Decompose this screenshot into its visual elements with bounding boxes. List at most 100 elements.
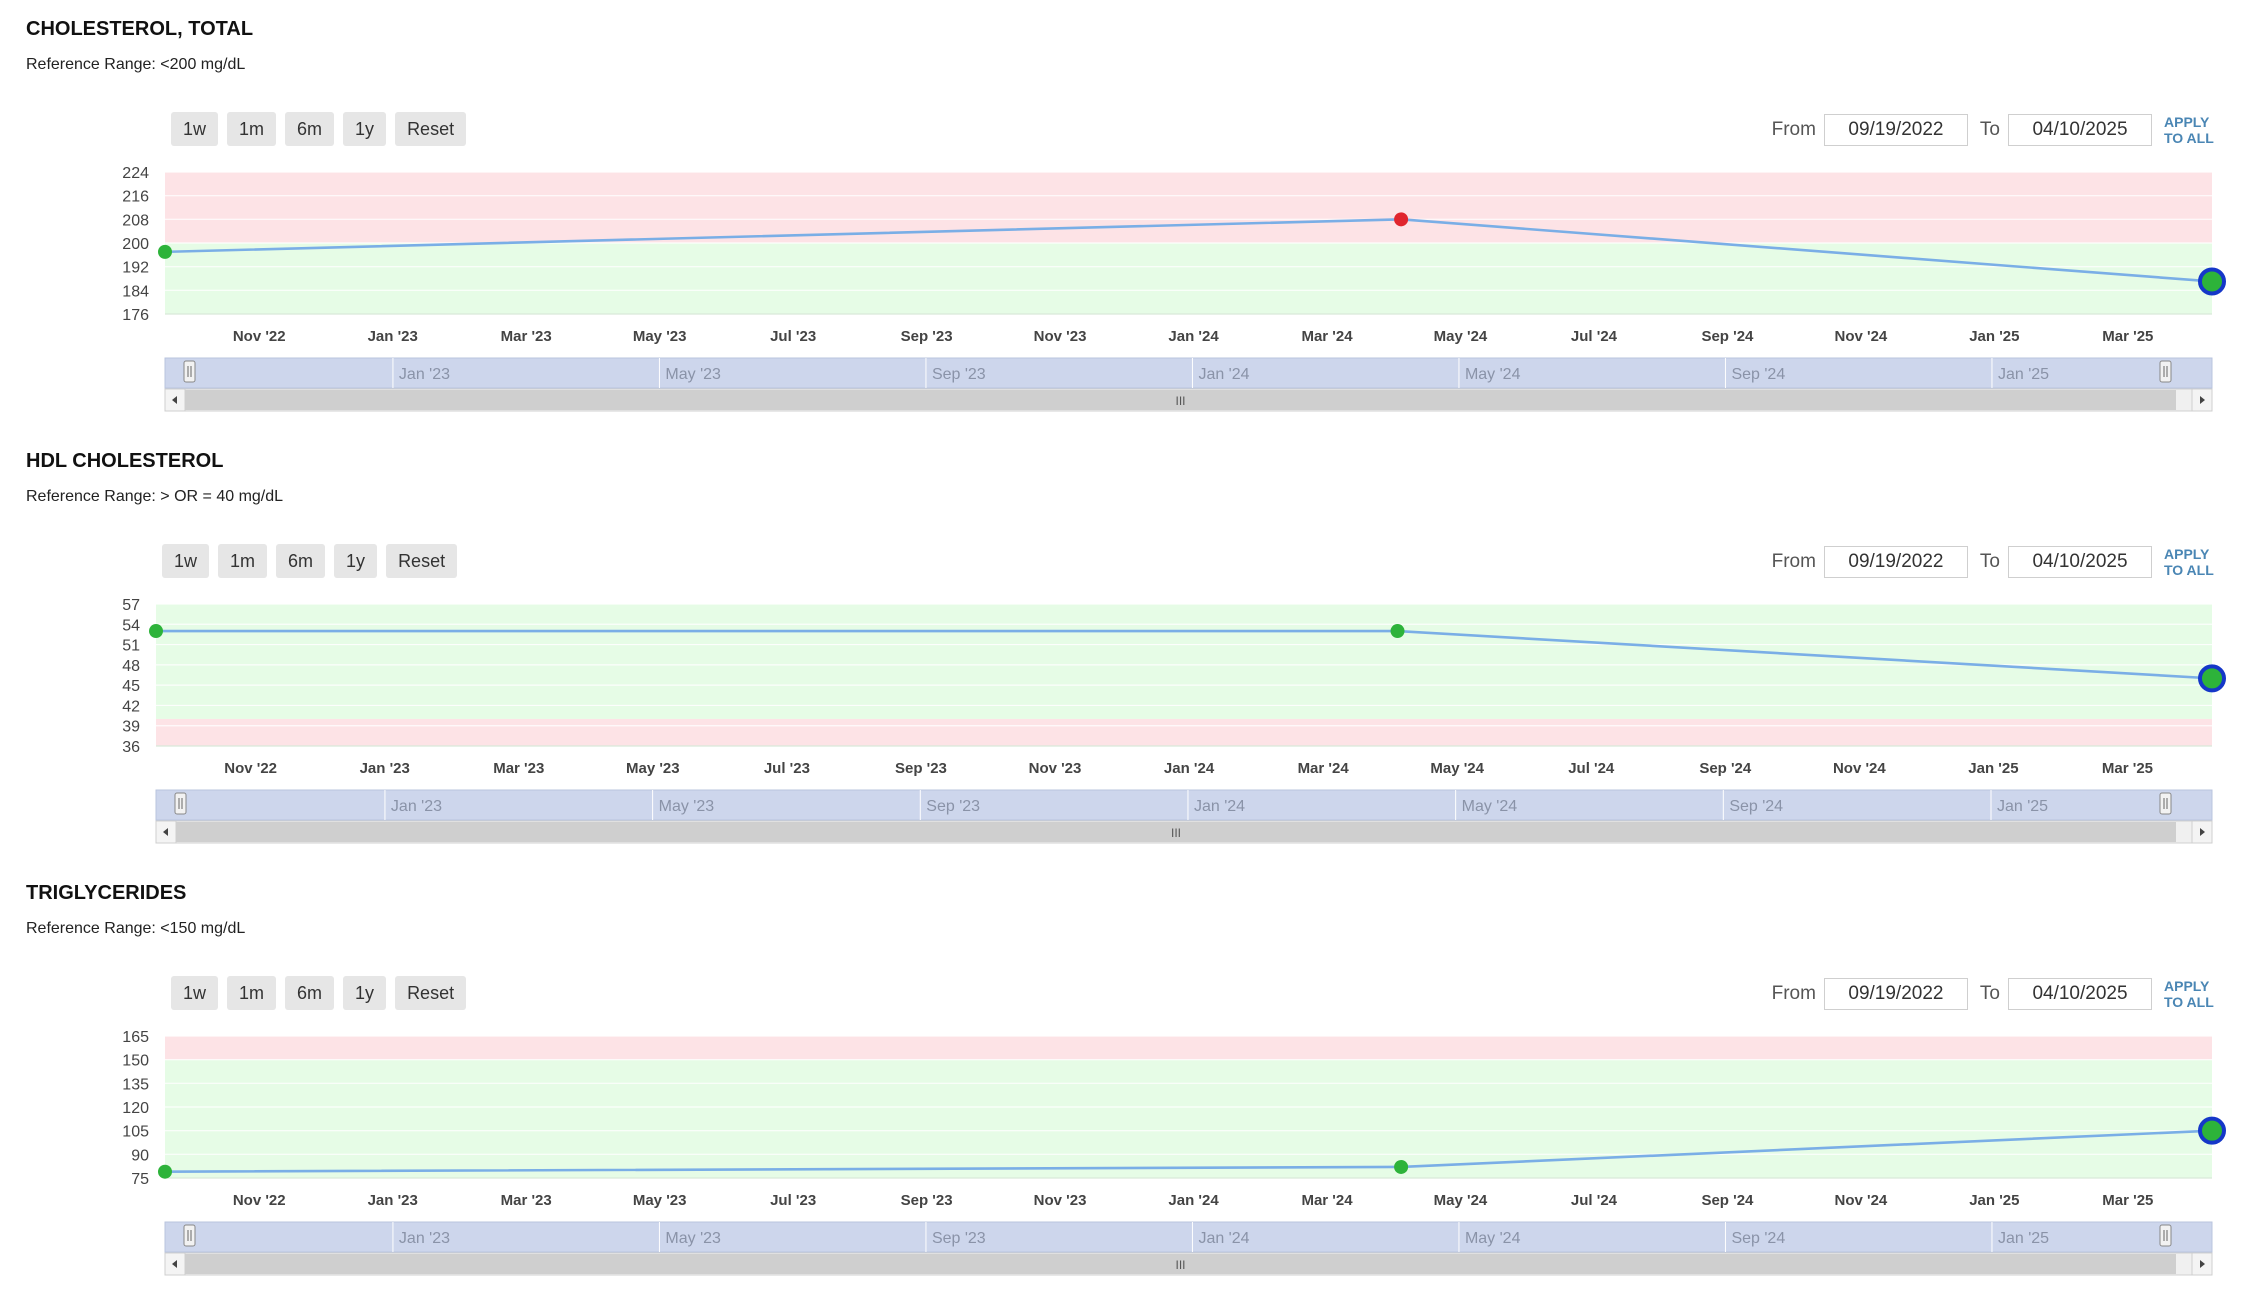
navigator-tick-label: Jan '23 — [391, 798, 442, 815]
y-tick-label: 165 — [122, 1029, 149, 1046]
x-tick-label: Mar '25 — [2102, 1192, 2153, 1209]
data-point[interactable] — [1394, 212, 1409, 227]
y-tick-label: 192 — [122, 260, 149, 277]
range-1m-button[interactable]: 1m — [227, 112, 277, 146]
range-buttons: 1w 1m 6m 1y Reset — [162, 544, 458, 578]
scrollbar-thumb[interactable] — [185, 1254, 2176, 1274]
normal-band — [165, 1059, 2212, 1178]
range-1w-button[interactable]: 1w — [171, 112, 219, 146]
navigator-tick-label: Sep '24 — [1731, 1230, 1785, 1247]
navigator-range[interactable] — [155, 789, 2213, 821]
cholesterol-total-panel: CHOLESTEROL, TOTAL Reference Range: <200 … — [0, 0, 2246, 430]
navigator-tick-label: May '24 — [1465, 1230, 1521, 1247]
y-tick-label: 184 — [122, 283, 149, 300]
navigator-left-handle[interactable] — [183, 1224, 196, 1247]
to-label: To — [1979, 983, 2000, 1004]
apply-label-line2: TO ALL — [2164, 562, 2214, 578]
apply-to-all-link[interactable]: APPLY TO ALL — [2164, 546, 2216, 578]
apply-to-all-link[interactable]: APPLY TO ALL — [2164, 114, 2216, 146]
x-tick-label: Sep '23 — [901, 1192, 953, 1209]
x-tick-label: Jan '23 — [360, 760, 410, 777]
range-1m-button[interactable]: 1m — [227, 976, 277, 1010]
x-tick-label: Jan '24 — [1168, 328, 1219, 345]
range-1m-button[interactable]: 1m — [218, 544, 268, 578]
x-tick-label: Jul '23 — [770, 1192, 816, 1209]
data-point[interactable] — [158, 1164, 172, 1179]
data-point[interactable] — [149, 624, 163, 639]
scrollbar-thumb[interactable] — [176, 822, 2176, 842]
range-6m-button[interactable]: 6m — [285, 976, 335, 1010]
x-tick-label: May '24 — [1434, 328, 1488, 345]
scrollbar-grip: III — [1175, 394, 1185, 408]
y-tick-label: 42 — [122, 698, 140, 715]
scrollbar-grip: III — [1171, 826, 1181, 840]
from-date-input[interactable] — [1823, 114, 1968, 146]
arrow-right-icon — [2200, 1260, 2205, 1268]
navigator-right-handle[interactable] — [2159, 360, 2172, 383]
navigator-range[interactable] — [164, 357, 2213, 389]
navigator-tick-label: May '23 — [665, 1230, 721, 1247]
from-date-input[interactable] — [1823, 978, 1968, 1010]
y-tick-label: 105 — [122, 1124, 149, 1141]
to-date-input[interactable] — [2008, 978, 2152, 1010]
scrollbar-thumb[interactable] — [185, 390, 2176, 410]
triglycerides-reference-range: Reference Range: <150 mg/dL — [26, 920, 246, 937]
reset-button[interactable]: Reset — [395, 976, 467, 1010]
navigator-tick-label: May '23 — [659, 798, 715, 815]
triglycerides-panel: TRIGLYCERIDES Reference Range: <150 mg/dL… — [0, 864, 2246, 1294]
y-tick-label: 90 — [131, 1147, 149, 1164]
x-tick-label: Sep '23 — [895, 760, 947, 777]
x-tick-label: Mar '23 — [501, 1192, 552, 1209]
x-tick-label: Jul '24 — [1568, 760, 1615, 777]
x-tick-label: Nov '22 — [233, 1192, 286, 1209]
reset-button[interactable]: Reset — [395, 112, 467, 146]
x-tick-label: Nov '24 — [1835, 1192, 1888, 1209]
normal-band — [156, 604, 2212, 719]
navigator-left-handle[interactable] — [183, 360, 196, 383]
to-date-input[interactable] — [2008, 114, 2152, 146]
data-point[interactable] — [1394, 1159, 1409, 1174]
navigator-range[interactable] — [164, 1221, 2213, 1253]
data-point[interactable] — [158, 244, 172, 259]
arrow-left-icon — [172, 1260, 177, 1268]
from-date-input[interactable] — [1823, 546, 1968, 578]
y-tick-label: 51 — [122, 638, 140, 655]
x-tick-label: Sep '24 — [1701, 328, 1754, 345]
range-1w-button[interactable]: 1w — [171, 976, 219, 1010]
apply-to-all-link[interactable]: APPLY TO ALL — [2164, 978, 2216, 1010]
y-tick-label: 57 — [122, 597, 140, 614]
navigator-tick-label: Sep '23 — [926, 798, 980, 815]
range-6m-button[interactable]: 6m — [285, 112, 335, 146]
x-tick-label: Sep '23 — [901, 328, 953, 345]
navigator-right-handle[interactable] — [2159, 792, 2172, 815]
arrow-right-icon — [2200, 396, 2205, 404]
latest-data-point[interactable] — [2198, 267, 2226, 296]
x-tick-label: Jan '23 — [368, 1192, 418, 1209]
y-tick-label: 54 — [122, 617, 140, 634]
to-date-input[interactable] — [2008, 546, 2152, 578]
range-1y-button[interactable]: 1y — [334, 544, 378, 578]
x-tick-label: Nov '24 — [1833, 760, 1886, 777]
navigator-tick-label: May '24 — [1462, 798, 1518, 815]
navigator-tick-label: Jan '25 — [1997, 798, 2048, 815]
latest-data-point[interactable] — [2198, 664, 2226, 693]
cholesterol-total-title: CHOLESTEROL, TOTAL — [26, 18, 254, 40]
range-1y-button[interactable]: 1y — [343, 976, 387, 1010]
range-1y-button[interactable]: 1y — [343, 112, 387, 146]
apply-label-line1: APPLY — [2164, 114, 2210, 130]
reset-button[interactable]: Reset — [386, 544, 458, 578]
navigator-tick-label: Jan '24 — [1198, 1230, 1249, 1247]
abnormal-band-lower — [156, 718, 2212, 746]
range-1w-button[interactable]: 1w — [162, 544, 210, 578]
data-point[interactable] — [1390, 624, 1405, 639]
navigator-left-handle[interactable] — [174, 792, 187, 815]
apply-label-line2: TO ALL — [2164, 130, 2214, 146]
navigator-right-handle[interactable] — [2159, 1224, 2172, 1247]
x-tick-label: Sep '24 — [1699, 760, 1752, 777]
x-tick-label: Nov '24 — [1835, 328, 1888, 345]
latest-data-point[interactable] — [2198, 1116, 2226, 1145]
range-buttons: 1w 1m 6m 1y Reset — [171, 112, 467, 146]
range-6m-button[interactable]: 6m — [276, 544, 326, 578]
